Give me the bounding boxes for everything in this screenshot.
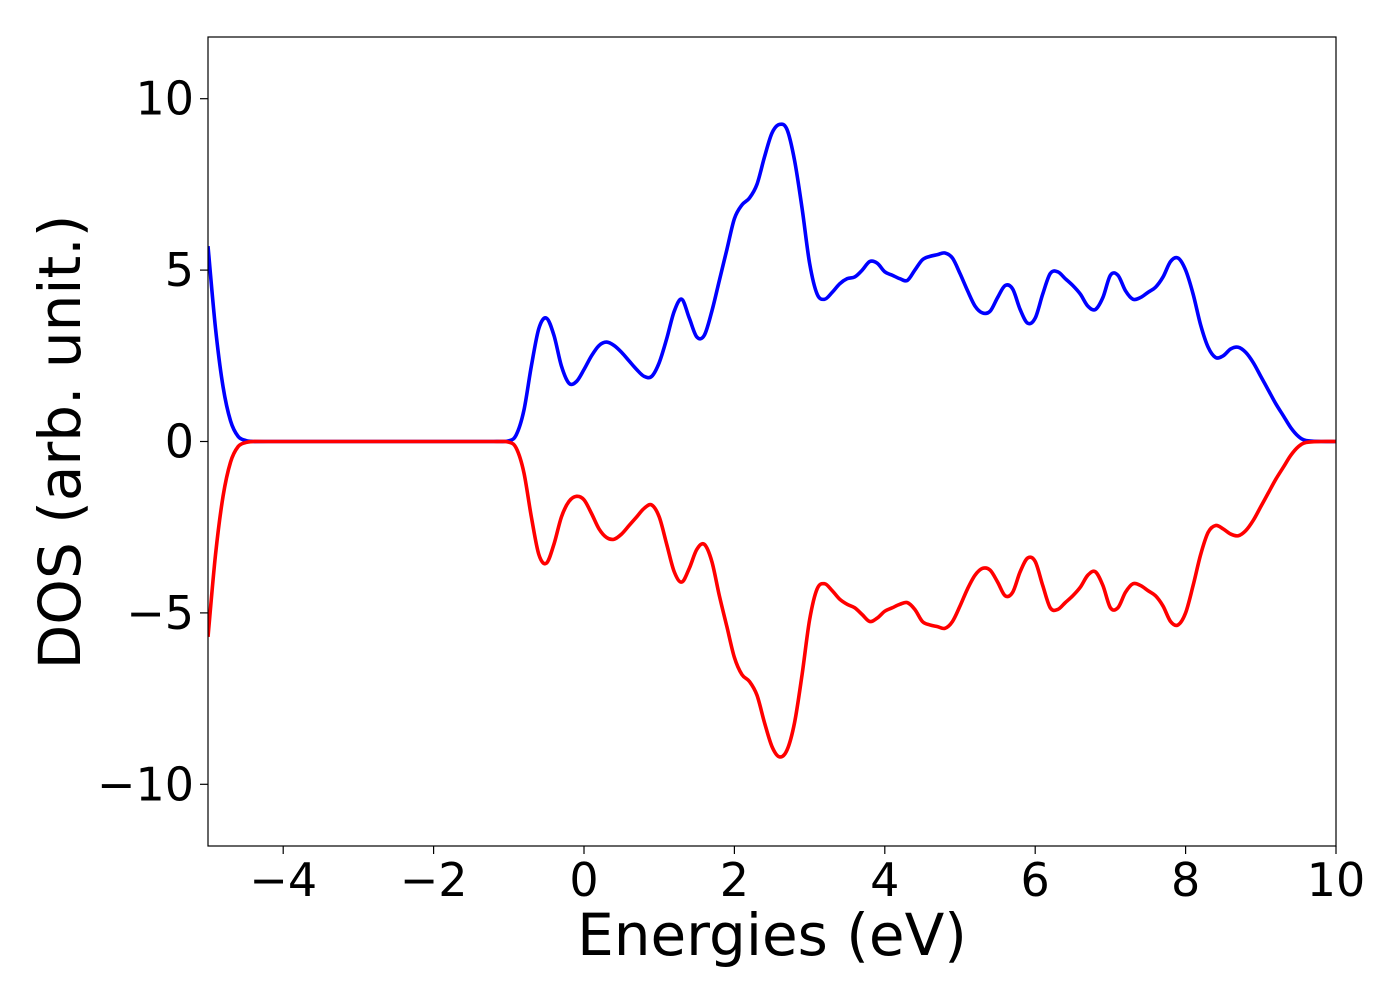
x-tick-label: −2 — [400, 853, 468, 907]
x-axis: −4 −2 0 2 4 6 8 10 — [249, 846, 1365, 907]
x-axis-label: Energies (eV) — [577, 901, 967, 969]
x-tick-label: −4 — [249, 853, 317, 907]
series-line-2 — [208, 439, 1336, 759]
y-tick-label: −5 — [126, 586, 194, 640]
x-tick-label: 0 — [569, 853, 598, 907]
x-tick-label: 6 — [1021, 853, 1050, 907]
y-axis: −10 −5 0 5 10 — [97, 72, 208, 811]
y-axis-label: DOS (arb. unit.) — [26, 215, 94, 670]
x-tick-label: 8 — [1171, 853, 1200, 907]
series-layer — [208, 122, 1336, 759]
y-tick-label: 10 — [135, 72, 194, 126]
y-tick-label: 5 — [165, 243, 194, 297]
x-tick-label: 4 — [870, 853, 899, 907]
y-tick-label: −10 — [97, 757, 194, 811]
x-tick-label: 2 — [720, 853, 749, 907]
x-tick-label: 10 — [1307, 853, 1366, 907]
y-tick-label: 0 — [165, 415, 194, 469]
series-line-1 — [208, 122, 1336, 444]
